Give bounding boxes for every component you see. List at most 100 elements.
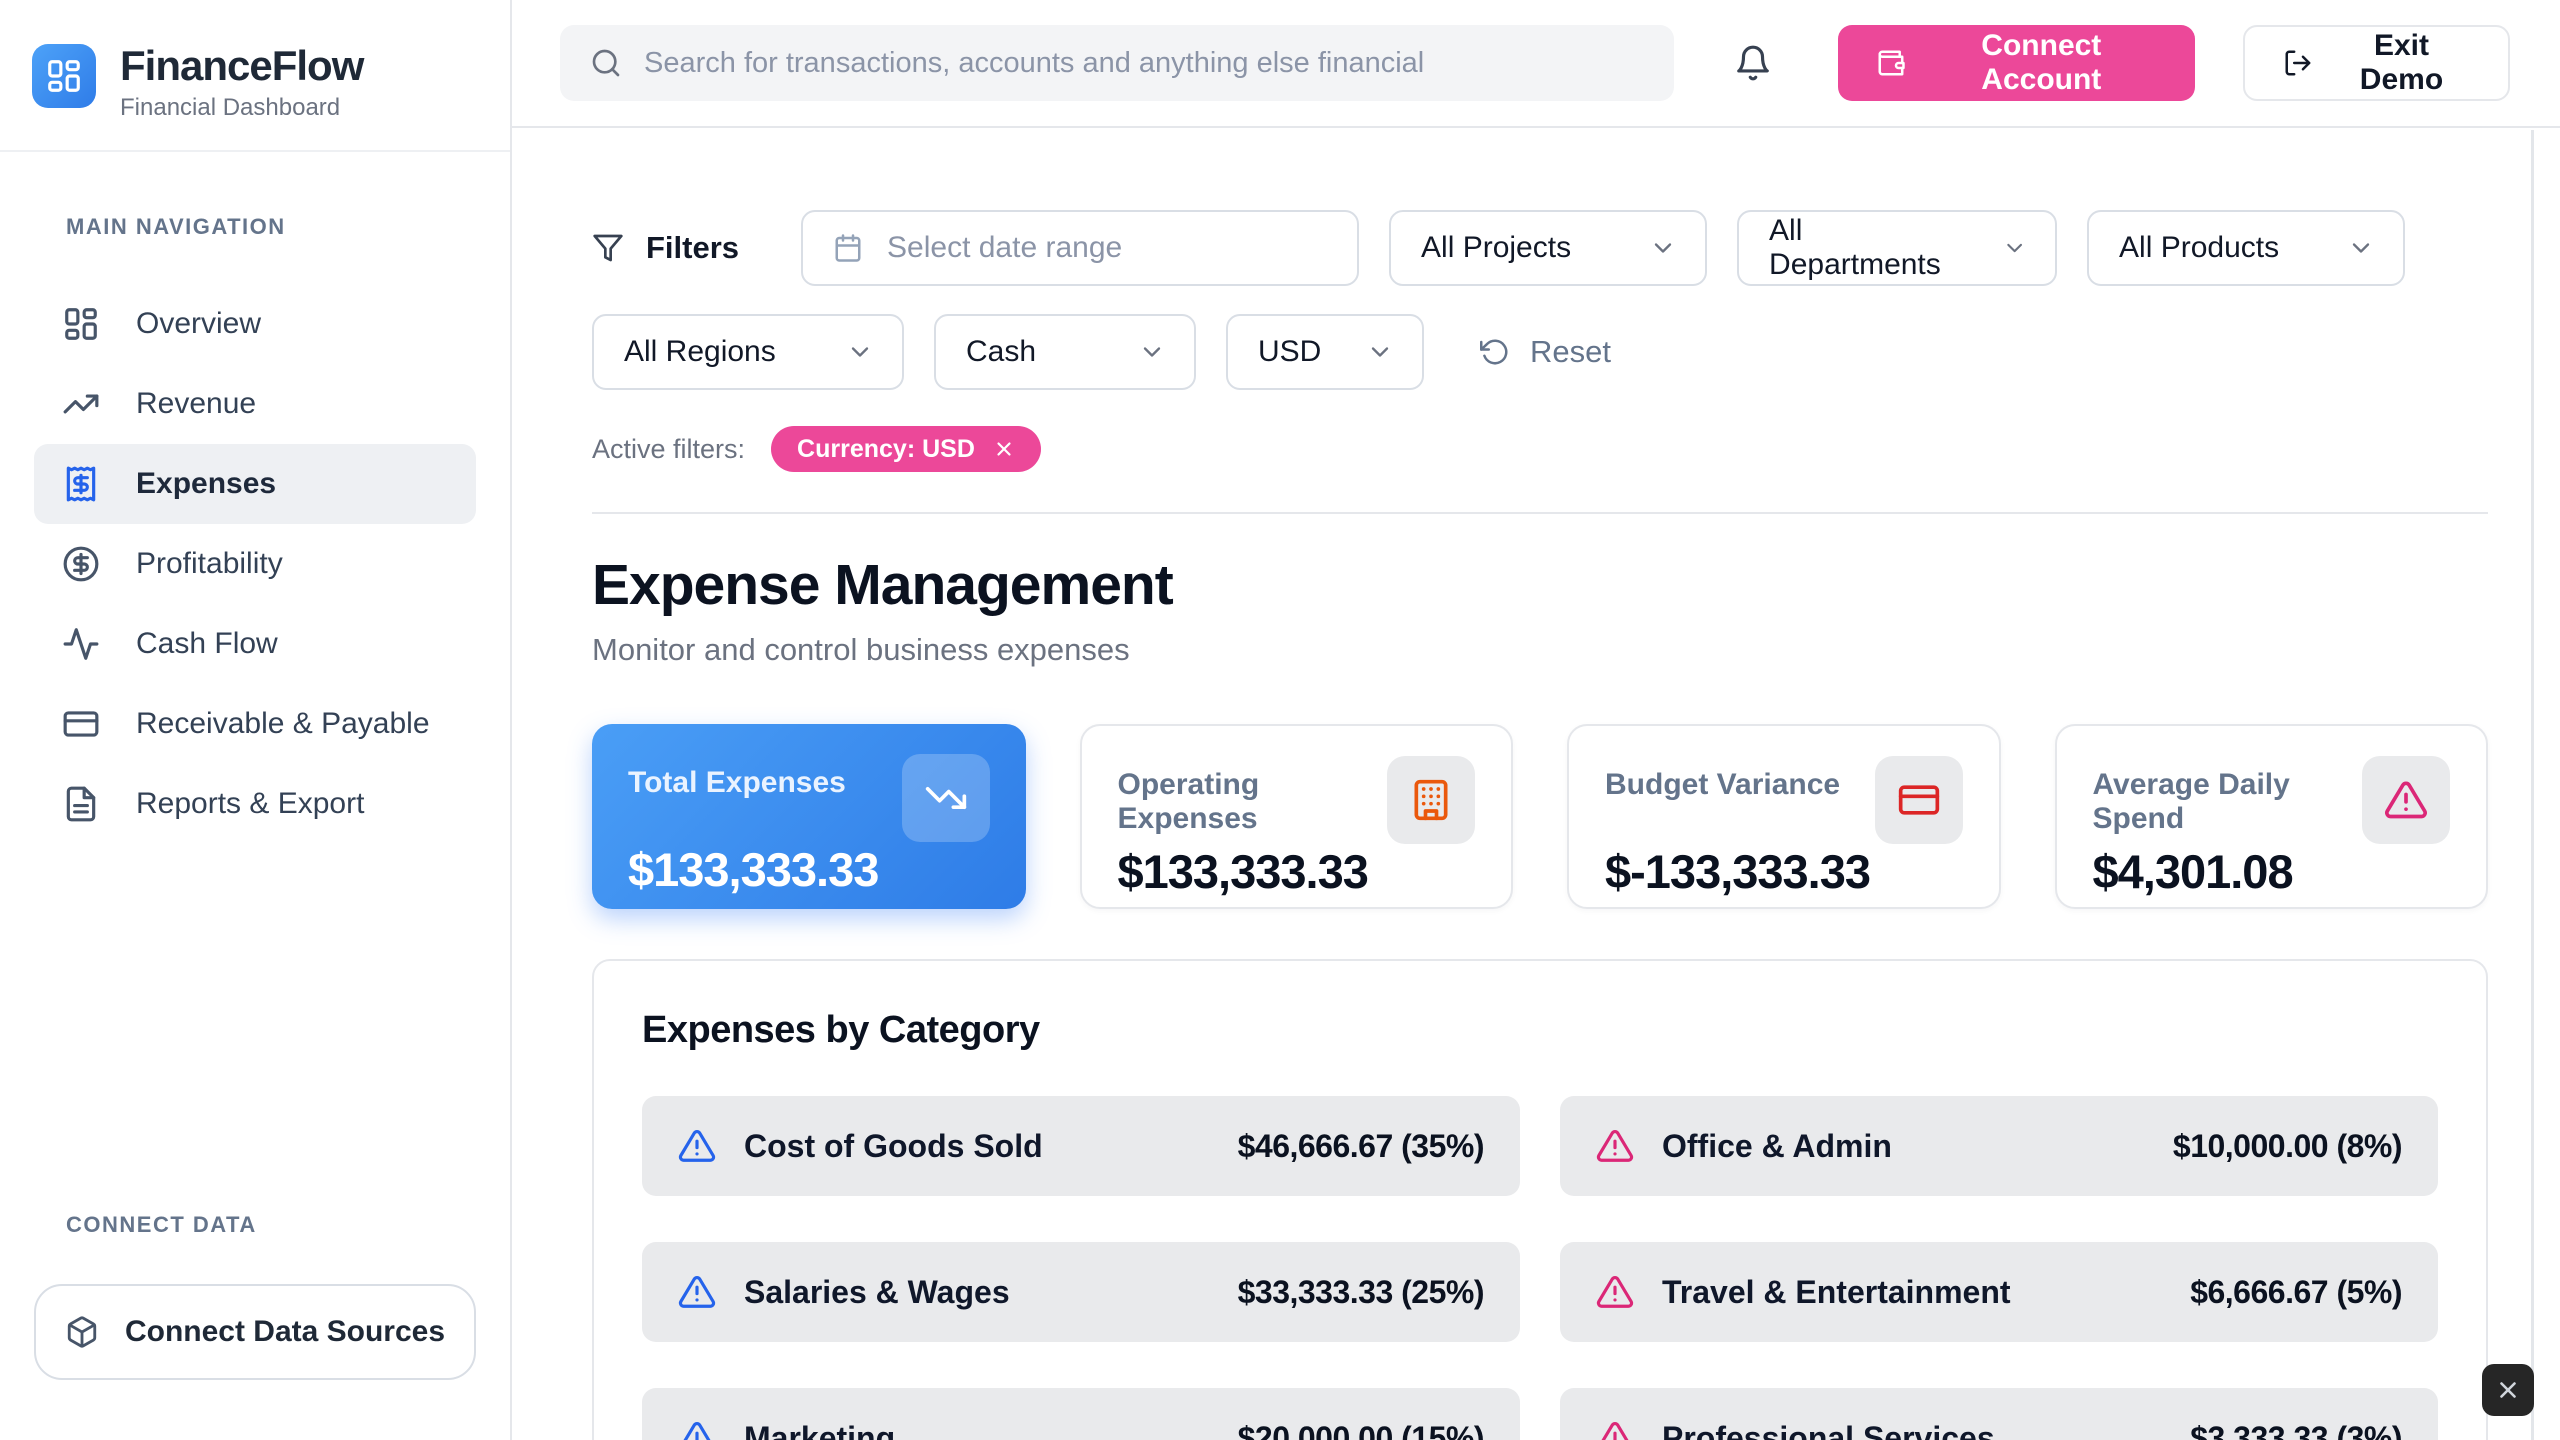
category-value: $10,000.00 (8%) (2172, 1127, 2403, 1164)
app-logo-icon (32, 44, 96, 108)
sidebar-item-label: Cash Flow (136, 627, 278, 661)
connect-account-label: Connect Account (1981, 29, 2102, 96)
wallet-icon (1876, 47, 1906, 79)
stat-icon-badge (1387, 756, 1475, 844)
chip-label: Currency: USD (797, 434, 975, 463)
notifications-button[interactable] (1734, 44, 1772, 82)
category-name: Cost of Goods Sold (744, 1127, 1043, 1164)
calendar-icon (833, 233, 863, 263)
stat-card-budget-variance[interactable]: Budget Variance $-133,333.33 (1567, 724, 2001, 909)
category-name: Office & Admin (1662, 1127, 1892, 1164)
receipt-icon (62, 465, 100, 503)
stat-cards: Total Expenses $133,333.33 Operating Exp… (592, 724, 2488, 909)
layout-dashboard-icon (45, 57, 83, 95)
sidebar-item-overview[interactable]: Overview (34, 284, 476, 364)
connect-data-sources-button[interactable]: Connect Data Sources (34, 1284, 476, 1380)
stat-card-average-daily-spend[interactable]: Average Daily Spend $4,301.08 (2054, 724, 2488, 909)
stat-card-operating-expenses[interactable]: Operating Expenses $133,333.33 (1079, 724, 1513, 909)
chevron-down-icon (1649, 234, 1677, 262)
nav-section-label: MAIN NAVIGATION (66, 214, 286, 240)
alert-triangle-icon (1596, 1273, 1634, 1311)
sidebar-nav: MAIN NAVIGATION Overview Revenue Expense… (0, 152, 510, 1212)
category-value: $46,666.67 (35%) (1237, 1127, 1485, 1164)
products-select[interactable]: All Products (2087, 210, 2406, 286)
chevron-down-icon (846, 338, 874, 366)
content: Filters Select date range All Projects A… (512, 128, 2560, 1440)
products-select-value: All Products (2119, 231, 2280, 264)
sidebar-item-label: Reports & Export (136, 787, 365, 821)
projects-select-value: All Projects (1421, 231, 1572, 264)
stat-value: $4,301.08 (2092, 845, 2294, 898)
credit-card-icon (62, 705, 100, 743)
brand-tagline: Financial Dashboard (120, 94, 341, 122)
projects-select[interactable]: All Projects (1389, 210, 1708, 286)
filters-label: Filters (646, 230, 740, 265)
sidebar-item-reports-export[interactable]: Reports & Export (34, 764, 476, 844)
stat-card-total-expenses[interactable]: Total Expenses $133,333.33 (592, 724, 1026, 909)
sidebar-item-cash-flow[interactable]: Cash Flow (34, 604, 476, 684)
sidebar-item-profitability[interactable]: Profitability (34, 524, 476, 604)
category-row-salaries-wages[interactable]: Salaries & Wages $33,333.33 (25%) (642, 1242, 1520, 1342)
stat-icon-badge (1874, 756, 1963, 844)
category-value: $6,666.67 (5%) (2190, 1273, 2402, 1310)
category-row-marketing[interactable]: Marketing $20,000.00 (15%) (642, 1388, 1520, 1440)
building-icon (1409, 778, 1453, 822)
date-range-field[interactable]: Select date range (801, 210, 1360, 286)
content-divider (592, 512, 2488, 514)
sidebar-item-revenue[interactable]: Revenue (34, 364, 476, 444)
category-value: $33,333.33 (25%) (1237, 1273, 1485, 1310)
topbar: Connect Account Exit Demo (512, 0, 2560, 128)
remove-filter-icon[interactable] (993, 438, 1015, 460)
sidebar-item-receivable-payable[interactable]: Receivable & Payable (34, 684, 476, 764)
stat-icon-badge (2362, 756, 2450, 844)
bell-icon (1734, 44, 1772, 82)
departments-select[interactable]: All Departments (1737, 210, 2058, 286)
sidebar-item-label: Revenue (136, 387, 257, 421)
search-icon (590, 47, 622, 79)
category-row-office-admin[interactable]: Office & Admin $10,000.00 (8%) (1560, 1096, 2438, 1196)
accounting-basis-select[interactable]: Cash (934, 314, 1196, 390)
file-text-icon (62, 785, 100, 823)
scrollbar-track[interactable] (2531, 130, 2534, 1440)
stat-value: $133,333.33 (628, 843, 879, 896)
category-row-travel-entertainment[interactable]: Travel & Entertainment $6,666.67 (5%) (1560, 1242, 2438, 1342)
category-name: Travel & Entertainment (1662, 1273, 2011, 1310)
category-row-professional-services[interactable]: Professional Services $3,333.33 (3%) (1560, 1388, 2438, 1440)
regions-select[interactable]: All Regions (592, 314, 904, 390)
category-grid: Cost of Goods Sold $46,666.67 (35%) Offi… (642, 1096, 2438, 1440)
connect-account-button[interactable]: Connect Account (1837, 25, 2196, 101)
alert-triangle-icon (678, 1273, 716, 1311)
activity-icon (62, 625, 100, 663)
category-row-cost-of-goods-sold[interactable]: Cost of Goods Sold $46,666.67 (35%) (642, 1096, 1520, 1196)
sidebar-item-label: Overview (136, 307, 262, 341)
credit-card-icon (1897, 778, 1941, 822)
dollar-circle-icon (62, 545, 100, 583)
active-filter-chip-currency[interactable]: Currency: USD (771, 426, 1041, 472)
connect-data-sources-label: Connect Data Sources (124, 1315, 446, 1348)
sidebar: FinanceFlow Financial Dashboard MAIN NAV… (0, 0, 512, 1440)
stat-value: $-133,333.33 (1605, 845, 1871, 898)
active-filters-row: Active filters: Currency: USD (592, 426, 2488, 472)
chevron-down-icon (2002, 234, 2027, 262)
category-name: Salaries & Wages (744, 1273, 1010, 1310)
connect-data-section: CONNECT DATA Connect Data Sources (0, 1212, 510, 1440)
date-range-placeholder: Select date range (887, 231, 1123, 264)
brand-block: FinanceFlow Financial Dashboard (0, 0, 510, 153)
trending-up-icon (62, 385, 100, 423)
currency-select-value: USD (1258, 335, 1322, 368)
sidebar-item-label: Receivable & Payable (136, 707, 430, 741)
currency-select[interactable]: USD (1226, 314, 1424, 390)
exit-demo-button[interactable]: Exit Demo (2243, 25, 2510, 101)
stat-label: Average Daily Spend (2092, 768, 2290, 835)
close-button[interactable] (2482, 1364, 2534, 1416)
reset-filters-button[interactable]: Reset (1480, 334, 1611, 370)
main-area: Connect Account Exit Demo Filters Select… (512, 0, 2560, 1440)
alert-triangle-icon (1596, 1419, 1634, 1440)
alert-triangle-icon (1596, 1127, 1634, 1165)
stat-label: Operating Expenses (1117, 768, 1260, 835)
sidebar-item-expenses[interactable]: Expenses (34, 444, 476, 525)
filter-icon (592, 232, 624, 264)
search-input[interactable] (644, 46, 1644, 80)
page-subtitle: Monitor and control business expenses (592, 632, 1130, 667)
